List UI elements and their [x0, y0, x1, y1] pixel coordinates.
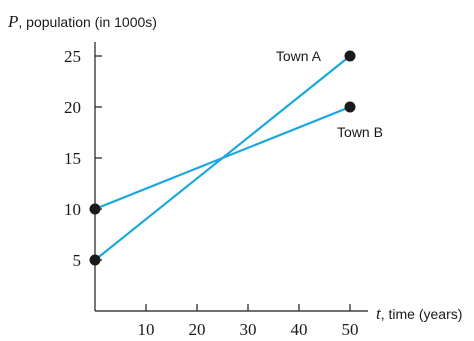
x-axis-label: , time (years)	[381, 306, 463, 322]
town-b-label: Town B	[337, 124, 383, 140]
y-tick-label: 20	[64, 98, 81, 117]
x-tick-label: 40	[291, 320, 308, 339]
x-tick-label: 20	[189, 320, 206, 339]
town-b-point	[344, 101, 356, 113]
series-points	[89, 50, 356, 266]
town-a-label: Town A	[276, 48, 322, 64]
town-b-point	[89, 203, 101, 215]
town-a-point	[89, 254, 101, 266]
y-tick-label: 5	[73, 251, 82, 270]
y-tick-label: 10	[64, 200, 81, 219]
x-tick-label: 50	[342, 320, 359, 339]
y-tick-label: 25	[64, 47, 81, 66]
x-axis-title: t, time (years)	[376, 304, 462, 323]
series-lines	[94, 55, 351, 261]
axes: 10 20 30 40 50 5 10 15 20 25	[64, 42, 368, 339]
town-a-point	[344, 50, 356, 62]
y-tick-label: 15	[64, 149, 81, 168]
y-axis-title: P, population (in 1000s)	[7, 12, 157, 31]
x-axis-variable: t	[376, 304, 382, 323]
y-axis-label: , population (in 1000s)	[18, 14, 157, 30]
y-axis-variable: P	[7, 12, 18, 31]
town-b-line	[94, 105, 351, 211]
x-tick-label: 10	[138, 320, 155, 339]
x-tick-label: 30	[240, 320, 257, 339]
labels: P, population (in 1000s) t, time (years) T…	[7, 12, 462, 323]
